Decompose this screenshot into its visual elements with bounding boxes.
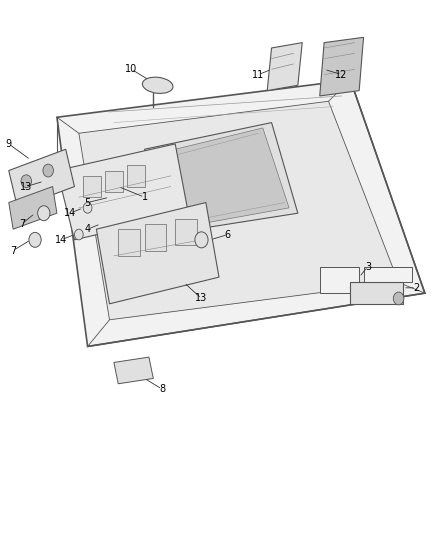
Text: 10: 10 — [125, 64, 138, 74]
Polygon shape — [364, 266, 412, 282]
Polygon shape — [175, 219, 197, 245]
Text: 14: 14 — [55, 235, 67, 245]
Text: 5: 5 — [85, 198, 91, 207]
Polygon shape — [320, 266, 359, 293]
Polygon shape — [153, 128, 289, 229]
Text: 1: 1 — [141, 192, 148, 202]
Text: 14: 14 — [64, 208, 76, 218]
Polygon shape — [9, 149, 74, 208]
Polygon shape — [127, 165, 145, 187]
Text: 6: 6 — [225, 230, 231, 239]
Circle shape — [74, 229, 83, 240]
Text: 3: 3 — [365, 262, 371, 271]
Polygon shape — [9, 187, 57, 229]
Text: 2: 2 — [413, 283, 419, 293]
Circle shape — [38, 206, 50, 221]
Polygon shape — [57, 80, 425, 346]
Polygon shape — [79, 101, 399, 320]
Polygon shape — [105, 171, 123, 192]
Circle shape — [83, 203, 92, 213]
Circle shape — [43, 164, 53, 177]
Circle shape — [393, 292, 404, 305]
Polygon shape — [267, 43, 302, 91]
Text: 4: 4 — [85, 224, 91, 234]
Polygon shape — [83, 176, 101, 197]
Polygon shape — [350, 282, 403, 304]
Polygon shape — [145, 224, 166, 251]
Text: 7: 7 — [19, 219, 25, 229]
Circle shape — [195, 232, 208, 248]
Polygon shape — [96, 203, 219, 304]
Text: 8: 8 — [159, 384, 165, 394]
Text: 13: 13 — [195, 294, 208, 303]
Polygon shape — [57, 144, 188, 240]
Text: 12: 12 — [336, 70, 348, 79]
Circle shape — [29, 232, 41, 247]
Polygon shape — [145, 123, 298, 235]
Text: 7: 7 — [10, 246, 16, 255]
Ellipse shape — [142, 77, 173, 93]
Polygon shape — [118, 229, 140, 256]
Text: 9: 9 — [6, 139, 12, 149]
Polygon shape — [114, 357, 153, 384]
Text: 13: 13 — [20, 182, 32, 191]
Polygon shape — [320, 37, 364, 96]
Text: 11: 11 — [252, 70, 265, 79]
Circle shape — [21, 175, 32, 188]
